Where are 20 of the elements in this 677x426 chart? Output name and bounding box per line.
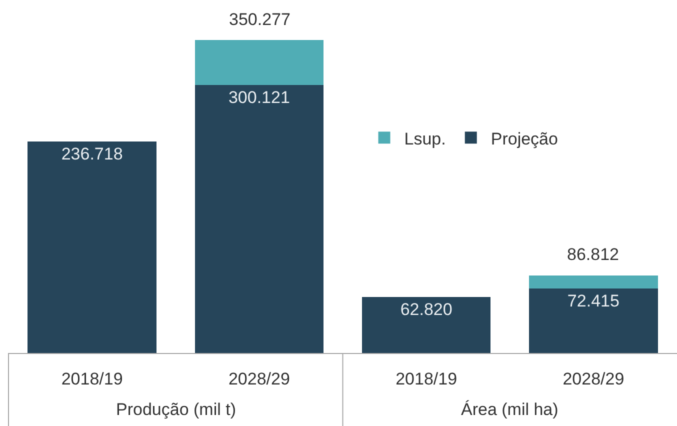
x-tick-label: 2028/29 bbox=[562, 369, 624, 388]
text: Área (mil ha) bbox=[461, 400, 558, 419]
text: Produção (mil t) bbox=[116, 400, 236, 419]
total-label: 86.812 bbox=[567, 245, 619, 264]
data-label: 236.718 bbox=[61, 144, 123, 164]
total-label: 350.277 bbox=[229, 10, 290, 29]
x-tick-label: 2018/19 bbox=[61, 369, 123, 388]
data-label: 72.415 bbox=[567, 291, 620, 310]
data-label: 300.121 bbox=[228, 88, 290, 107]
bar bbox=[362, 296, 491, 353]
x-tick-label: 2028/29 bbox=[228, 369, 290, 388]
legend-label: Lsup. bbox=[404, 129, 446, 148]
data-label: 62.820 bbox=[400, 300, 452, 319]
bar bbox=[529, 288, 658, 353]
bar bbox=[194, 84, 324, 353]
x-tick-label: 2018/19 bbox=[396, 369, 458, 388]
bar bbox=[28, 141, 156, 353]
bar bbox=[529, 275, 658, 288]
bar bbox=[194, 40, 324, 85]
legend-label: Projeção bbox=[490, 129, 558, 148]
